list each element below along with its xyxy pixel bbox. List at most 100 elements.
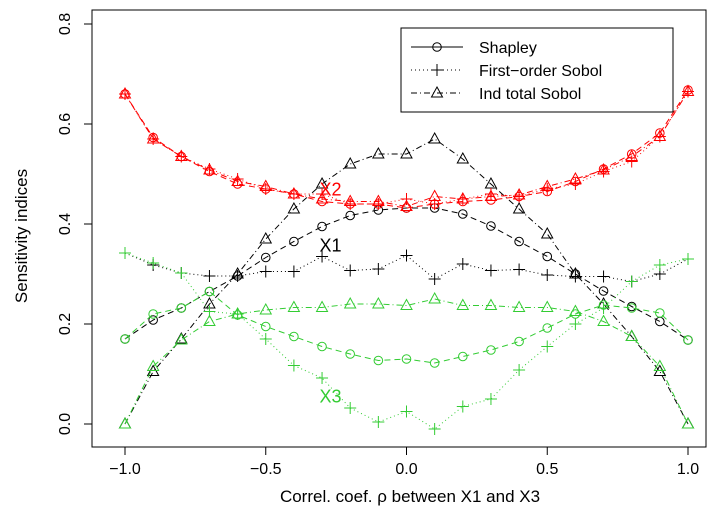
data-point xyxy=(146,131,160,144)
legend-box xyxy=(400,27,674,113)
data-point xyxy=(540,179,554,191)
data-point xyxy=(681,84,695,96)
data-point xyxy=(372,263,385,275)
data-point xyxy=(203,162,216,175)
data-point xyxy=(569,304,582,316)
series-line xyxy=(124,252,689,430)
series-x3-ind-total-sobol xyxy=(118,291,695,429)
data-point xyxy=(626,303,637,313)
data-point xyxy=(514,336,524,347)
data-point xyxy=(597,162,610,175)
data-point xyxy=(400,249,413,262)
data-point xyxy=(597,270,610,283)
series-line xyxy=(124,298,689,425)
data-point xyxy=(458,351,468,362)
data-point xyxy=(259,183,272,195)
y-tick-label: 0.0 xyxy=(57,413,74,435)
y-tick-label: 0.4 xyxy=(57,213,74,235)
data-point xyxy=(625,275,638,288)
data-point xyxy=(428,131,441,144)
data-point xyxy=(456,191,470,204)
data-point xyxy=(400,298,413,310)
data-point xyxy=(289,331,299,342)
data-point xyxy=(343,296,357,309)
data-point xyxy=(203,270,216,282)
x-axis-label: Correl. coef. ρ between X1 and X3 xyxy=(280,487,540,506)
data-point xyxy=(484,393,497,405)
data-point xyxy=(317,341,327,352)
y-tick-label: 0.8 xyxy=(57,13,74,35)
data-point xyxy=(372,198,385,210)
legend-label: First−order Sobol xyxy=(479,63,602,80)
data-point xyxy=(484,189,498,201)
data-point xyxy=(259,265,272,278)
data-point xyxy=(513,364,526,376)
data-point xyxy=(400,405,413,418)
data-point xyxy=(400,146,413,159)
data-point xyxy=(119,247,131,259)
series-line xyxy=(124,91,689,208)
series-x3-first-order-sobol xyxy=(119,247,694,435)
data-point xyxy=(428,291,441,304)
series-line xyxy=(124,138,689,425)
data-point xyxy=(541,269,554,281)
data-point xyxy=(204,286,215,297)
legend-marker xyxy=(430,85,444,98)
data-point xyxy=(287,300,301,312)
data-point xyxy=(203,314,216,326)
data-point xyxy=(484,298,498,310)
series-line xyxy=(124,290,689,364)
data-point xyxy=(458,209,468,219)
data-point xyxy=(597,314,610,326)
y-tick-label: 0.2 xyxy=(57,313,74,335)
data-point xyxy=(259,179,273,191)
x-tick-label: 0.0 xyxy=(395,461,417,478)
data-point xyxy=(287,201,301,214)
data-point xyxy=(569,178,582,190)
data-point xyxy=(315,191,329,204)
data-point xyxy=(569,270,582,283)
data-point xyxy=(540,300,554,312)
data-point xyxy=(315,300,329,312)
data-point xyxy=(542,323,553,333)
data-point xyxy=(146,359,160,371)
data-point xyxy=(345,210,356,221)
x-tick-label: 0.5 xyxy=(536,461,558,478)
data-point xyxy=(260,321,271,332)
data-point xyxy=(316,250,329,263)
data-point xyxy=(456,400,469,413)
data-point xyxy=(148,315,158,325)
data-point xyxy=(174,149,188,161)
plot-frame xyxy=(91,9,707,448)
data-point xyxy=(174,332,188,345)
series-x2-ind-total-sobol xyxy=(118,84,695,211)
data-point xyxy=(653,359,667,371)
legend-label: Shapley xyxy=(479,40,537,57)
data-point xyxy=(118,86,132,99)
y-tick-label: 0.6 xyxy=(57,113,74,135)
data-point xyxy=(372,146,385,159)
data-point xyxy=(316,372,329,384)
data-point xyxy=(486,345,496,355)
data-point xyxy=(456,151,470,164)
x-tick-label: 1.0 xyxy=(677,461,699,478)
data-point xyxy=(569,266,582,279)
data-point xyxy=(655,308,665,318)
data-point xyxy=(372,416,385,428)
data-point xyxy=(683,335,693,345)
series-layer xyxy=(118,84,695,435)
data-point xyxy=(428,423,441,435)
data-point xyxy=(484,176,498,189)
data-point xyxy=(147,257,160,269)
data-point xyxy=(344,198,357,210)
data-point xyxy=(120,334,130,344)
data-point xyxy=(400,193,413,205)
data-point xyxy=(598,286,609,296)
data-point xyxy=(653,259,666,271)
data-point xyxy=(512,187,526,200)
data-point xyxy=(428,273,441,285)
legend: Shapley First−order Sobol Ind total Sobol xyxy=(400,27,674,113)
series-line xyxy=(124,207,689,341)
annotation-x1: X1 xyxy=(319,235,341,255)
